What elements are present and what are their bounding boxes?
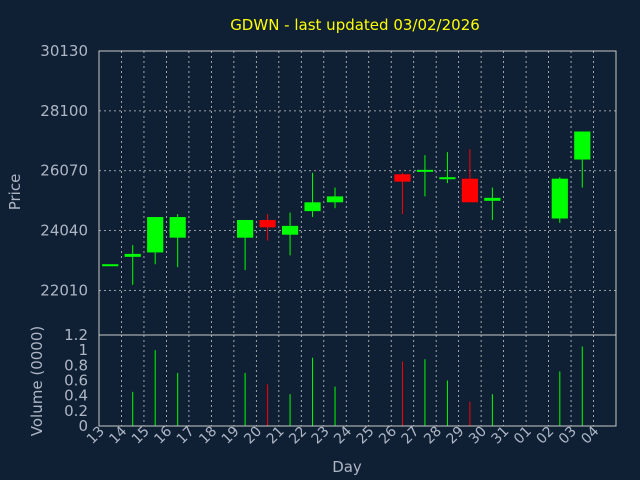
x-tick-label: 19 xyxy=(219,424,243,448)
volume-tick-label: 0 xyxy=(78,417,88,435)
candle-body xyxy=(439,177,456,180)
x-tick-label: 28 xyxy=(421,424,445,448)
candle-body xyxy=(461,178,478,203)
candle-26 xyxy=(394,172,411,215)
x-tick-label: 25 xyxy=(354,424,378,448)
volume-tick-label: 1.2 xyxy=(64,326,88,344)
candle-21 xyxy=(281,212,299,256)
price-tick-label: 26070 xyxy=(40,162,88,180)
price-tick-label: 22010 xyxy=(40,281,88,299)
candle-30 xyxy=(484,187,501,220)
candle-body xyxy=(326,196,344,203)
volume-tick-label: 1 xyxy=(78,341,88,359)
candle-body xyxy=(124,253,141,257)
volume-panel-frame xyxy=(98,334,617,427)
candle-20 xyxy=(259,214,276,241)
x-tick-label: 20 xyxy=(241,424,265,448)
x-tick-label: 24 xyxy=(331,423,355,447)
x-tick-label: 04 xyxy=(578,423,602,447)
candle-28 xyxy=(439,152,456,184)
candle-body xyxy=(259,219,276,228)
price-tick-labels: 30130 28100 26070 24040 22010 xyxy=(40,42,88,299)
x-axis-label: Day xyxy=(332,458,362,476)
volume-gridlines xyxy=(121,335,594,426)
price-axis-label: Price xyxy=(6,174,24,211)
candle-15 xyxy=(147,217,164,265)
candle-body xyxy=(394,174,411,182)
price-tick-label: 24040 xyxy=(40,222,88,240)
volume-axis-label: Volume (0000) xyxy=(28,326,46,436)
price-gridlines xyxy=(99,51,616,335)
price-tick-label: 30130 xyxy=(40,42,88,60)
x-tick-label: 30 xyxy=(466,424,490,448)
candle-body xyxy=(169,217,186,238)
candle-14 xyxy=(124,245,141,285)
x-tick-label: 23 xyxy=(309,424,333,448)
candle-23 xyxy=(326,187,344,209)
volume-tick-label: 0.4 xyxy=(64,387,88,405)
candle-body xyxy=(102,264,119,267)
candle-27 xyxy=(416,155,434,197)
x-tick-label: 01 xyxy=(511,424,535,448)
x-tick-label: 22 xyxy=(286,424,310,448)
x-tick-label: 31 xyxy=(489,424,513,448)
candle-body xyxy=(147,217,164,253)
candle-body xyxy=(551,178,568,219)
x-tick-label: 26 xyxy=(376,423,400,447)
x-tick-label: 14 xyxy=(106,423,130,447)
volume-tick-label: 0.8 xyxy=(64,356,88,374)
candle-29 xyxy=(461,149,478,203)
volume-tick-label: 0.6 xyxy=(64,372,88,390)
candle-03 xyxy=(574,131,591,188)
candle-body xyxy=(416,169,434,172)
volume-bars xyxy=(132,346,583,426)
candle-body xyxy=(281,225,299,235)
x-tick-label: 15 xyxy=(129,424,153,448)
candle-body xyxy=(484,197,501,201)
chart-title: GDWN - last updated 03/02/2026 xyxy=(230,16,480,34)
candles xyxy=(102,131,591,285)
x-tick-label: 16 xyxy=(151,423,175,447)
price-tick-label: 28100 xyxy=(40,102,88,120)
x-tick-label: 03 xyxy=(556,424,580,448)
candle-body xyxy=(574,131,591,160)
x-tick-label: 27 xyxy=(399,424,423,448)
x-tick-label: 21 xyxy=(264,424,288,448)
candle-body xyxy=(237,219,254,238)
x-tick-label: 29 xyxy=(444,424,468,448)
price-panel-frame xyxy=(98,50,617,336)
x-tick-label: 18 xyxy=(196,424,220,448)
candle-19 xyxy=(237,219,254,271)
x-tick-label: 17 xyxy=(174,424,198,448)
candle-02 xyxy=(551,177,568,223)
candle-13 xyxy=(102,264,119,267)
volume-tick-labels: 00.20.40.60.811.2 xyxy=(64,326,88,435)
x-tick-labels: 1314151617181920212223242526272829303101… xyxy=(84,423,602,447)
candle-22 xyxy=(304,172,321,218)
volume-tick-label: 0.2 xyxy=(64,402,88,420)
candle-body xyxy=(304,202,321,212)
candle-16 xyxy=(169,214,186,268)
x-tick-label: 02 xyxy=(533,424,557,448)
